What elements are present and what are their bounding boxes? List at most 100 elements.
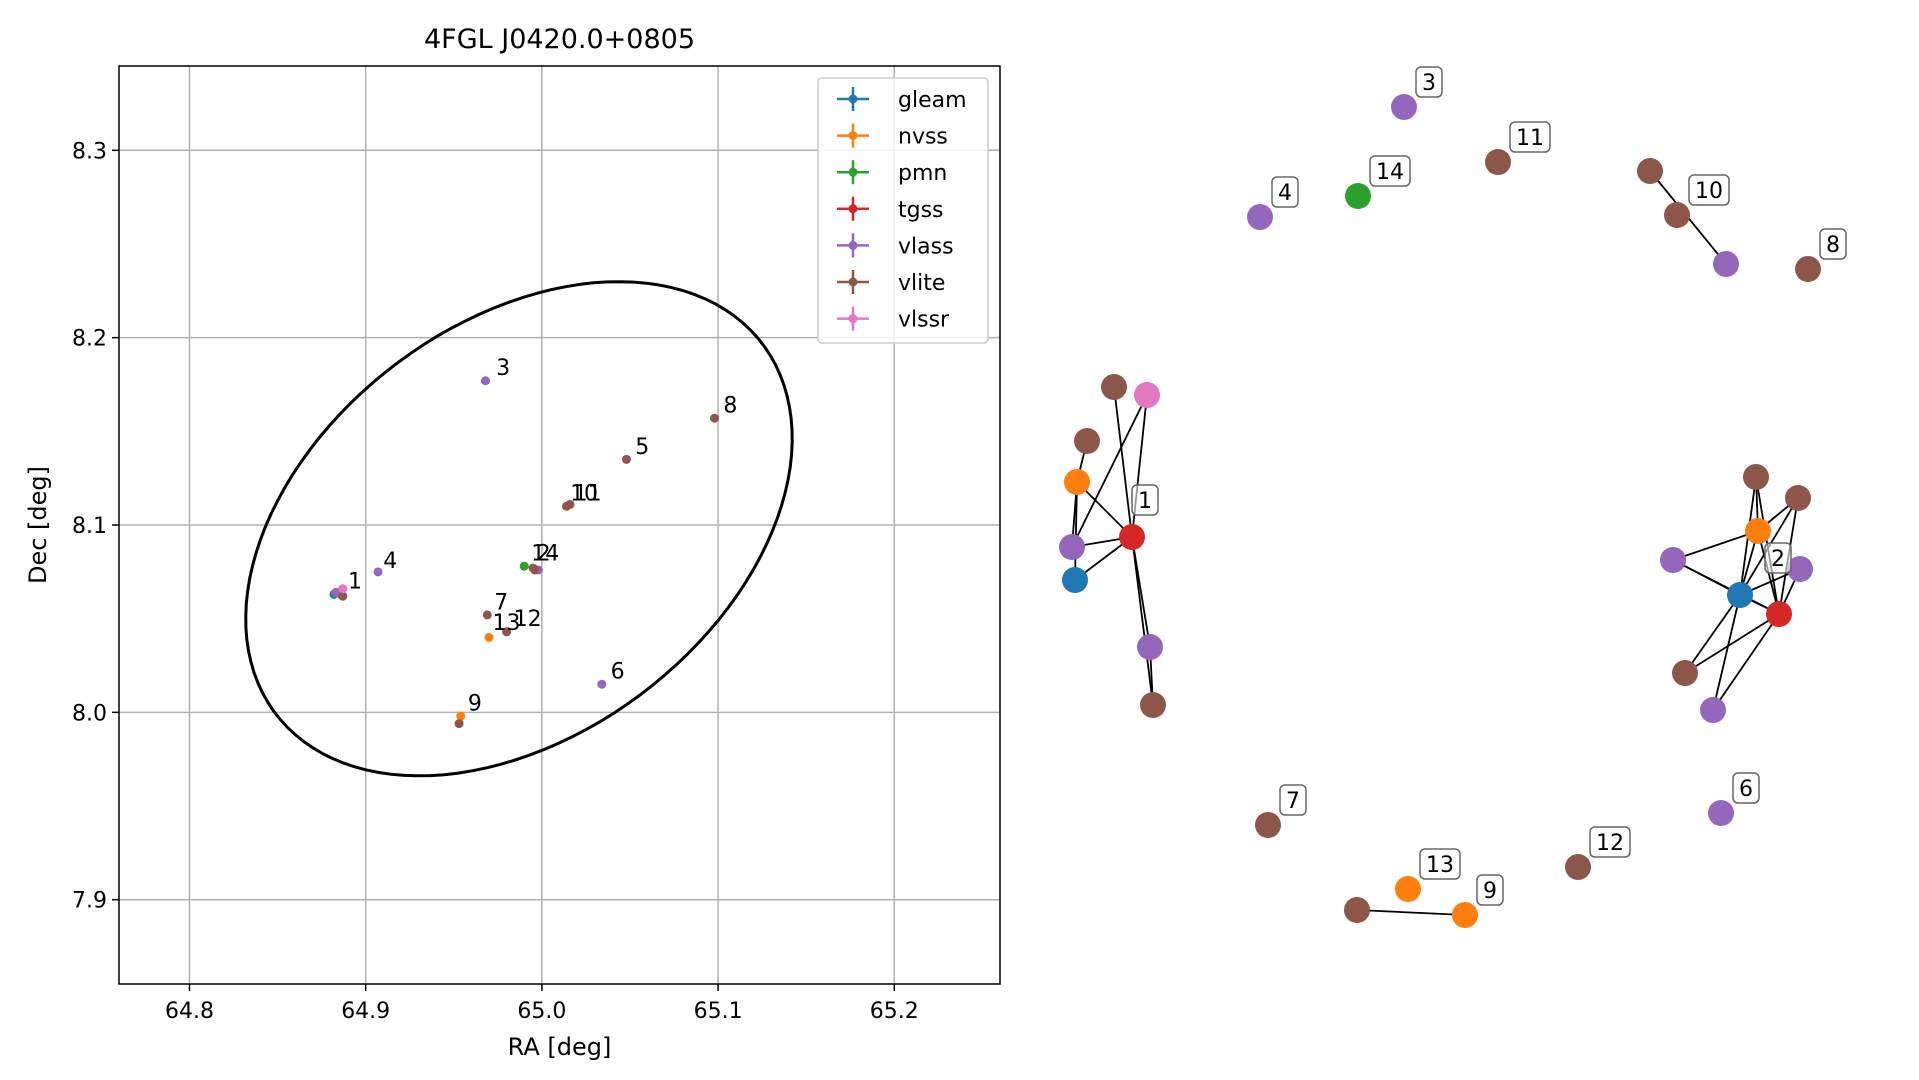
graph-node-label-box — [1589, 826, 1631, 858]
graph-edge — [1712, 613, 1780, 711]
data-point-pmn — [519, 561, 529, 571]
graph-node-label-box — [1271, 176, 1299, 208]
graph-node-vlite — [1785, 485, 1811, 511]
graph-node-nvss — [1452, 902, 1478, 928]
data-point-vlite — [338, 591, 348, 601]
point-label: 13 — [493, 611, 521, 636]
y-ticks: 7.9 8.0 8.1 8.2 8.3 — [72, 139, 119, 914]
graph-node-gleam — [1062, 567, 1088, 593]
legend-swatch-dot — [848, 240, 858, 250]
graph-edge — [1684, 613, 1780, 674]
x-tick-label: 65.0 — [517, 999, 566, 1024]
point-label: 12 — [514, 607, 542, 632]
legend-swatch-dot — [848, 94, 858, 104]
graph-node-vlite — [1255, 812, 1281, 838]
legend-label: vlssr — [898, 308, 950, 333]
legend-entry-gleam: gleam — [837, 87, 967, 113]
graph-node-vlite — [1795, 256, 1821, 282]
legend-label: gleam — [898, 88, 967, 113]
graph-node-vlass — [1700, 697, 1726, 723]
graph-node-label-box — [1476, 874, 1504, 906]
y-tick-label: 8.2 — [72, 327, 107, 352]
graph-node-label: 3 — [1415, 66, 1443, 98]
graph-node-vlite — [1672, 660, 1698, 686]
legend-entry-pmn: pmn — [837, 160, 947, 186]
graph-node-label: 4 — [1271, 176, 1299, 208]
legend-entry-vlssr: vlssr — [837, 306, 950, 333]
graph-node-label: 6 — [1732, 772, 1760, 804]
graph-node-vlass — [1708, 800, 1734, 826]
graph-edge — [1071, 394, 1148, 548]
data-point-vlssr — [338, 584, 348, 594]
legend-entries: gleam nvss pmn tgss vlass vlite vlssr — [837, 87, 967, 333]
graph-node-label-box — [1369, 155, 1411, 187]
graph-node-label: 7 — [1279, 784, 1307, 816]
x-tick-label: 65.2 — [870, 999, 919, 1024]
graph-edge — [1712, 594, 1741, 711]
graph-node-label-box — [1279, 784, 1307, 816]
legend-swatch-dot — [848, 204, 858, 214]
legend-frame — [817, 77, 989, 344]
data-point-vlass — [597, 679, 607, 689]
graph-node-label-box — [1688, 174, 1730, 206]
graph-node-label-box — [1419, 848, 1461, 880]
graph-node-vlite — [1101, 374, 1127, 400]
graph-node-vlite — [1344, 897, 1370, 923]
data-point-vlite — [565, 499, 575, 509]
y-tick-label: 8.0 — [72, 701, 107, 726]
y-tick-label: 8.3 — [72, 139, 107, 164]
graph-node-label: 14 — [1369, 155, 1411, 187]
point-label: 14 — [531, 542, 559, 567]
legend-label: vlite — [898, 271, 945, 296]
graph-node-pmn — [1345, 183, 1371, 209]
graph-node-label-text: 1 — [1138, 489, 1152, 514]
graph-node-label: 12 — [1589, 826, 1631, 858]
point-label: 7 — [494, 590, 508, 615]
graph-node-label-box — [1732, 772, 1760, 804]
graph-node-label: 8 — [1819, 228, 1847, 260]
point-label: 3 — [496, 356, 510, 381]
point-label: 2 — [537, 542, 551, 567]
graph-node-vlite — [1664, 202, 1690, 228]
legend-label: tgss — [898, 198, 944, 223]
data-point-vlass — [331, 587, 341, 597]
legend-label: vlass — [898, 234, 954, 259]
graph-node-vlite — [1637, 158, 1663, 184]
x-ticks: 64.8 64.9 65.0 65.1 65.2 — [165, 984, 919, 1024]
legend-label: pmn — [898, 161, 947, 186]
graph-node-label-text: 8 — [1826, 233, 1840, 258]
graph-node-vlite — [1743, 464, 1769, 490]
graph-node-nvss — [1745, 518, 1771, 544]
x-axis-label: RA [deg] — [508, 1033, 612, 1061]
y-axis-label: Dec [deg] — [24, 466, 52, 584]
legend-entry-vlass: vlass — [837, 233, 954, 259]
uncertainty-ellipse — [244, 280, 794, 778]
data-point-vlass — [373, 567, 383, 577]
graph-node-nvss — [1395, 876, 1421, 902]
graph-node-gleam — [1727, 582, 1753, 608]
graph-node-vlite — [1074, 428, 1100, 454]
graph-node-vlass — [1137, 634, 1163, 660]
graph-node-label-text: 12 — [1596, 831, 1624, 856]
graph-edge — [1684, 594, 1741, 674]
chart-title: 4FGL J0420.0+0805 — [424, 24, 695, 55]
graph-node-label: 1 — [1131, 484, 1159, 516]
point-label: 8 — [723, 394, 737, 419]
data-point-nvss — [484, 632, 494, 642]
graph-node-label: 13 — [1419, 848, 1461, 880]
graph-node-label-box — [1131, 484, 1159, 516]
graph-node-label-text: 11 — [1516, 126, 1544, 151]
data-point-vlite — [621, 454, 631, 464]
graph-node-label-text: 14 — [1376, 160, 1404, 185]
graph-node-vlass — [1059, 534, 1085, 560]
data-point-vlite — [530, 565, 540, 575]
graph-node-vlass — [1713, 251, 1739, 277]
data-point-vlite — [502, 627, 512, 637]
graph-node-vlass — [1787, 556, 1813, 582]
point-label: 6 — [611, 660, 625, 685]
point-label: 9 — [468, 691, 482, 716]
graph-edge — [1131, 536, 1154, 706]
